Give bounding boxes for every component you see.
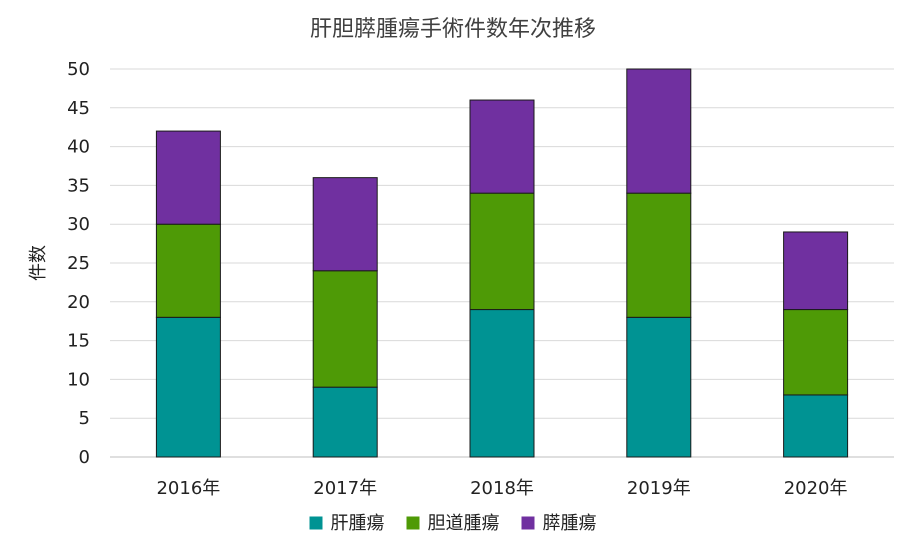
bar-segment bbox=[626, 68, 692, 194]
y-tick-label: 10 bbox=[67, 369, 90, 390]
y-tick-labels: 0 5 10 15 20 25 30 35 40 45 50 bbox=[67, 59, 90, 468]
legend-swatch bbox=[521, 516, 535, 530]
legend-label: 肝腫瘍 bbox=[331, 513, 385, 534]
y-tick-label: 30 bbox=[67, 214, 90, 235]
legend-label: 胆道腫瘍 bbox=[428, 513, 500, 534]
x-tick-label: 2020年 bbox=[784, 478, 848, 499]
bar-segment bbox=[626, 192, 692, 318]
y-tick-label: 0 bbox=[79, 447, 90, 468]
chart-title: 肝胆膵腫瘍手術件数年次推移 bbox=[310, 17, 596, 42]
x-tick-label: 2017年 bbox=[313, 478, 377, 499]
y-axis-label: 件数 bbox=[28, 245, 49, 281]
y-tick-label: 20 bbox=[67, 292, 90, 313]
legend-swatch bbox=[406, 516, 420, 530]
legend: 肝腫瘍 胆道腫瘍 膵腫瘍 bbox=[309, 513, 597, 534]
bar-segment bbox=[312, 386, 378, 458]
bar-segment bbox=[783, 394, 849, 458]
y-tick-label: 35 bbox=[67, 175, 90, 196]
y-tick-label: 45 bbox=[67, 98, 90, 119]
bar-segment bbox=[783, 309, 849, 396]
legend-label: 膵腫瘍 bbox=[543, 513, 597, 534]
bar-segment bbox=[469, 309, 535, 458]
bars bbox=[155, 68, 849, 458]
bar-segment bbox=[469, 99, 535, 194]
y-tick-label: 15 bbox=[67, 331, 90, 352]
bar-segment bbox=[155, 223, 221, 318]
bar-segment bbox=[155, 316, 221, 458]
x-tick-labels: 2016年 2017年 2018年 2019年 2020年 bbox=[156, 478, 847, 499]
x-tick-label: 2016年 bbox=[156, 478, 220, 499]
bar-segment bbox=[626, 316, 692, 458]
bar-segment bbox=[312, 270, 378, 388]
bar-segment bbox=[469, 192, 535, 311]
bar-segment bbox=[783, 231, 849, 311]
y-tick-label: 5 bbox=[79, 408, 90, 429]
bar-segment bbox=[312, 177, 378, 272]
y-tick-label: 25 bbox=[67, 253, 90, 274]
bar-segment bbox=[155, 130, 221, 225]
x-tick-label: 2019年 bbox=[627, 478, 691, 499]
y-tick-label: 50 bbox=[67, 59, 90, 80]
y-tick-label: 40 bbox=[67, 137, 90, 158]
legend-swatch bbox=[309, 516, 323, 530]
x-tick-label: 2018年 bbox=[470, 478, 534, 499]
